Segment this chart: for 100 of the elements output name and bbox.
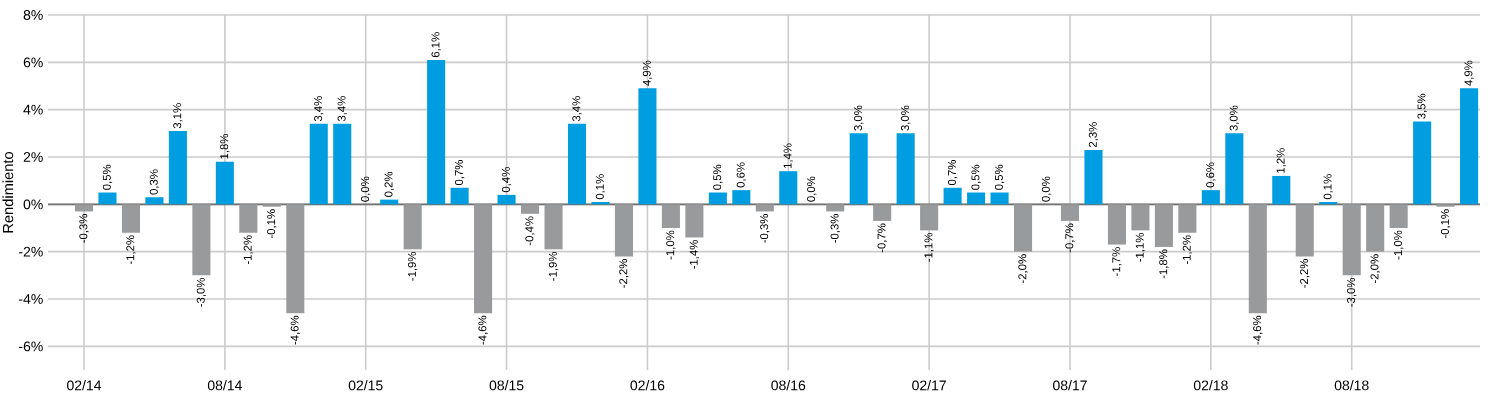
bar <box>1342 204 1361 276</box>
data-label: -1,7% <box>1112 247 1122 276</box>
bar <box>685 204 704 238</box>
bar <box>708 192 727 205</box>
y-tick-label: 8% <box>23 10 43 20</box>
bar <box>826 204 845 212</box>
bar <box>943 187 962 205</box>
bar <box>1413 121 1432 205</box>
bar <box>614 204 633 257</box>
bar <box>403 204 422 250</box>
data-label: 0,5% <box>713 164 723 190</box>
bar <box>450 187 469 205</box>
data-label: -2,0% <box>1018 254 1028 284</box>
bar <box>497 194 516 205</box>
bar <box>1154 204 1173 247</box>
y-axis-title: Rendimiento <box>2 151 14 233</box>
data-label: -0,1% <box>267 209 277 239</box>
data-label: 0,6% <box>736 162 746 188</box>
bar <box>779 171 798 205</box>
bar <box>920 204 939 231</box>
data-label: -0,1% <box>1440 209 1451 239</box>
bar <box>990 192 1009 205</box>
data-label: -1,9% <box>407 251 418 281</box>
data-label: 0,1% <box>1323 174 1333 200</box>
data-label: 0,0% <box>807 176 817 202</box>
data-label: 0,0% <box>361 176 371 202</box>
bar <box>873 204 892 221</box>
data-label: -1,0% <box>666 230 676 260</box>
data-label: -3,0% <box>1347 278 1357 307</box>
data-label: 3,5% <box>1417 93 1427 119</box>
bar <box>309 123 328 205</box>
x-tick-label: 08/16 <box>771 380 806 391</box>
data-label: -1,4% <box>689 240 700 269</box>
x-tick-label: 02/14 <box>67 380 102 391</box>
bar <box>896 133 915 205</box>
data-label: 3,0% <box>854 105 864 131</box>
data-label: 0,4% <box>501 167 512 193</box>
data-label: -4,6% <box>478 315 488 345</box>
bar <box>286 204 305 314</box>
data-label: -1,2% <box>243 235 254 265</box>
data-label: -1,2% <box>126 235 136 265</box>
data-label: -1,9% <box>548 251 559 281</box>
bar <box>755 204 774 212</box>
bar <box>1201 190 1220 205</box>
data-label: 1,8% <box>220 134 230 159</box>
data-label: 3,4% <box>572 96 582 122</box>
data-label: 0,5% <box>102 164 113 190</box>
data-label: -1,2% <box>1182 235 1193 265</box>
bar <box>474 204 493 314</box>
bar <box>1060 204 1080 221</box>
data-label: -0,7% <box>877 223 887 253</box>
data-label: 4,9% <box>642 60 653 86</box>
bar <box>732 190 751 205</box>
data-label: 0,7% <box>947 160 958 186</box>
bar <box>1389 204 1408 229</box>
bar <box>661 204 680 229</box>
y-tick-label: -6% <box>19 341 43 352</box>
data-label: -3,0% <box>196 278 207 307</box>
bar <box>1084 149 1103 205</box>
x-tick-label: 08/18 <box>1334 380 1369 391</box>
bar <box>215 161 234 205</box>
data-label: 0,2% <box>384 171 394 197</box>
data-label: -1,8% <box>1159 249 1169 279</box>
data-label: -2,2% <box>1300 259 1310 288</box>
x-tick-label: 08/17 <box>1053 380 1087 391</box>
bar <box>544 204 563 250</box>
bar <box>567 123 587 205</box>
data-label: 6,1% <box>431 32 441 58</box>
data-label: -2,0% <box>1370 254 1380 284</box>
data-label: -0,4% <box>525 216 535 246</box>
data-label: 2,3% <box>1088 122 1099 148</box>
y-tick-label: 4% <box>23 104 43 115</box>
bar <box>1178 204 1197 233</box>
bar <box>1131 204 1150 231</box>
data-label: -0,3% <box>79 214 89 243</box>
data-label: 0,7% <box>454 160 465 186</box>
data-label: -4,6% <box>290 315 300 345</box>
bar <box>1248 204 1267 314</box>
bar <box>168 130 187 205</box>
x-tick-label: 02/16 <box>630 380 665 391</box>
data-label: 0,6% <box>1206 162 1216 188</box>
bar <box>427 59 446 205</box>
bar <box>849 133 868 205</box>
bar <box>1107 204 1126 245</box>
y-tick-label: 2% <box>23 152 43 162</box>
x-tick-label: 08/14 <box>207 380 242 391</box>
data-label: 0,5% <box>971 164 981 190</box>
bar <box>1366 204 1385 252</box>
data-label: 3,4% <box>314 96 324 122</box>
bar <box>121 204 140 233</box>
y-tick-label: 0% <box>23 199 43 210</box>
bar <box>1436 204 1455 207</box>
bar <box>333 123 352 205</box>
bar <box>145 197 164 205</box>
bar <box>1014 204 1033 252</box>
data-label: 3,1% <box>173 103 183 129</box>
data-label: -1,0% <box>1393 230 1404 260</box>
data-label: -0,3% <box>830 214 840 243</box>
data-label: 1,4% <box>783 143 793 169</box>
data-label: 0,1% <box>595 174 606 200</box>
